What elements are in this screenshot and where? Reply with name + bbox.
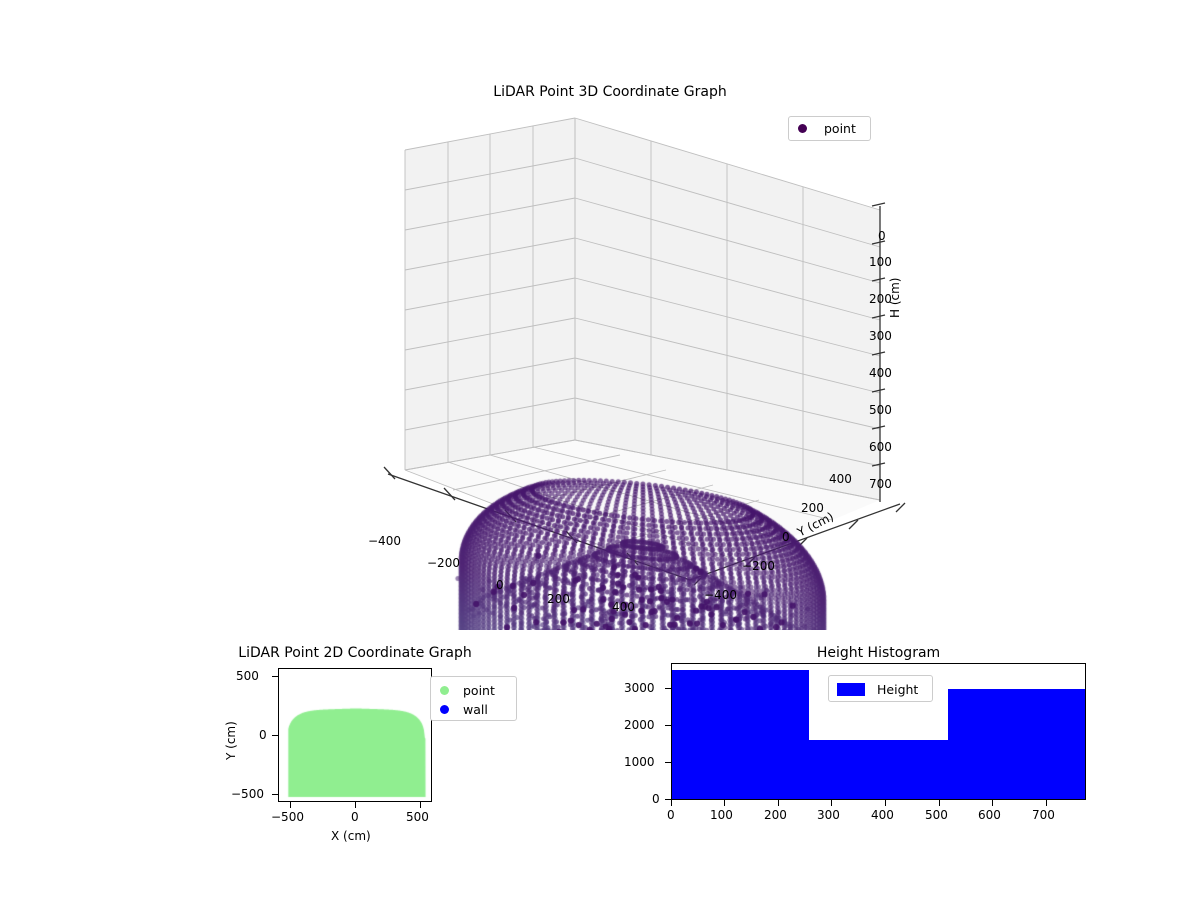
plot3d-zaxis-label: H (cm) xyxy=(888,277,902,319)
plot2d-legend[interactable]: point wall xyxy=(430,676,517,721)
plot3d-xtick-400: 400 xyxy=(612,600,635,614)
plot2d-xtick-mark-500 xyxy=(420,802,422,808)
histogram-xtick-mark-200 xyxy=(778,800,780,806)
histogram-xtick-200: 200 xyxy=(764,808,787,822)
histogram-xtick-0: 0 xyxy=(667,808,675,822)
histogram-xtick-400: 400 xyxy=(871,808,894,822)
plot2d-yaxis-label: Y (cm) xyxy=(224,721,238,760)
histogram-bar xyxy=(809,739,948,799)
histogram-legend[interactable]: Height xyxy=(828,675,933,702)
plot3d-ytick-m200: −200 xyxy=(742,559,775,573)
histogram-bar xyxy=(947,689,1085,799)
histogram-bar xyxy=(672,670,810,799)
histogram-xtick-500: 500 xyxy=(925,808,948,822)
plot3d-point-cloud xyxy=(300,110,920,630)
plot3d-ytick-0: 0 xyxy=(782,530,790,544)
histogram-xtick-100: 100 xyxy=(710,808,733,822)
plot2d-legend-entry-wall[interactable]: wall xyxy=(440,700,507,719)
plot3d-xtick-m400: −400 xyxy=(368,534,401,548)
histogram-xtick-mark-100 xyxy=(724,800,726,806)
wall-marker-icon xyxy=(440,705,449,714)
plot2d-xtick-mark-m500 xyxy=(290,802,292,808)
histogram-ytick-0: 0 xyxy=(652,792,660,806)
plot2d-legend-label-point: point xyxy=(463,683,495,698)
plot3d-ytick-200: 200 xyxy=(801,501,824,515)
histogram-xtick-700: 700 xyxy=(1032,808,1055,822)
plot3d-legend-entry-point[interactable]: point xyxy=(798,120,861,137)
histogram-xtick-mark-600 xyxy=(992,800,994,806)
plot2d-ytick-0: 0 xyxy=(259,728,267,742)
plot3d-xtick-200: 200 xyxy=(547,592,570,606)
histogram-xtick-mark-0 xyxy=(671,800,673,806)
plot2d-axes xyxy=(278,668,432,802)
histogram-xtick-mark-400 xyxy=(885,800,887,806)
histogram-ytick-3000: 3000 xyxy=(624,681,655,695)
plot2d-xtick-500: 500 xyxy=(406,810,429,824)
point-marker-icon xyxy=(440,686,449,695)
plot3d-ztick-0: 0 xyxy=(878,229,886,243)
histogram-ytick-mark-1000 xyxy=(665,762,671,764)
plot3d-ztick-1: 100 xyxy=(869,255,892,269)
histogram-ytick-2000: 2000 xyxy=(624,718,655,732)
plot2d-ytick-mark-0 xyxy=(272,735,278,737)
plot2d-ytick-mark-500 xyxy=(272,676,278,678)
plot2d-xtick-m500: −500 xyxy=(271,810,304,824)
histogram-xtick-300: 300 xyxy=(817,808,840,822)
plot3d-ztick-4: 400 xyxy=(869,366,892,380)
plot3d-ztick-3: 300 xyxy=(869,329,892,343)
plot3d-xtick-m200: −200 xyxy=(427,556,460,570)
plot2d-legend-entry-point[interactable]: point xyxy=(440,681,507,700)
histogram-xtick-mark-300 xyxy=(831,800,833,806)
plot3d-axes xyxy=(300,110,920,630)
plot3d-legend[interactable]: point xyxy=(788,116,871,141)
plot3d-ytick-400: 400 xyxy=(829,472,852,486)
histogram-legend-label: Height xyxy=(877,681,919,697)
histogram-xtick-mark-700 xyxy=(1046,800,1048,806)
plot3d-xtick-0: 0 xyxy=(496,578,504,592)
histogram-ytick-mark-2000 xyxy=(665,725,671,727)
histogram-xtick-600: 600 xyxy=(978,808,1001,822)
plot3d-title: LiDAR Point 3D Coordinate Graph xyxy=(493,84,727,100)
plot3d-ztick-6: 600 xyxy=(869,440,892,454)
plot3d-ztick-7: 700 xyxy=(869,477,892,491)
plot2d-xaxis-label: X (cm) xyxy=(331,829,371,843)
plot2d-ytick-mark-m500 xyxy=(272,794,278,796)
histogram-axes xyxy=(671,663,1086,800)
height-patch-icon xyxy=(837,682,865,696)
plot3d-legend-label: point xyxy=(824,121,856,136)
plot2d-ytick-500: 500 xyxy=(236,669,259,683)
plot2d-xtick-mark-0 xyxy=(355,802,357,808)
plot2d-ytick-m500: −500 xyxy=(231,787,264,801)
histogram-xtick-mark-500 xyxy=(939,800,941,806)
histogram-ytick-mark-3000 xyxy=(665,688,671,690)
plot3d-ytick-m400: −400 xyxy=(704,588,737,602)
histogram-ytick-1000: 1000 xyxy=(624,755,655,769)
histogram-title: Height Histogram xyxy=(816,645,941,661)
plot2d-point-cloud xyxy=(279,669,431,801)
plot2d-title: LiDAR Point 2D Coordinate Graph xyxy=(238,645,472,661)
histogram-ytick-mark-0 xyxy=(665,799,671,801)
plot3d-ztick-5: 500 xyxy=(869,403,892,417)
point-marker-icon xyxy=(798,124,807,133)
plot3d-ztick-2: 200 xyxy=(869,292,892,306)
plot2d-legend-label-wall: wall xyxy=(463,702,488,717)
plot2d-xtick-0: 0 xyxy=(351,810,359,824)
histogram-legend-entry-height[interactable]: Height xyxy=(837,680,924,698)
